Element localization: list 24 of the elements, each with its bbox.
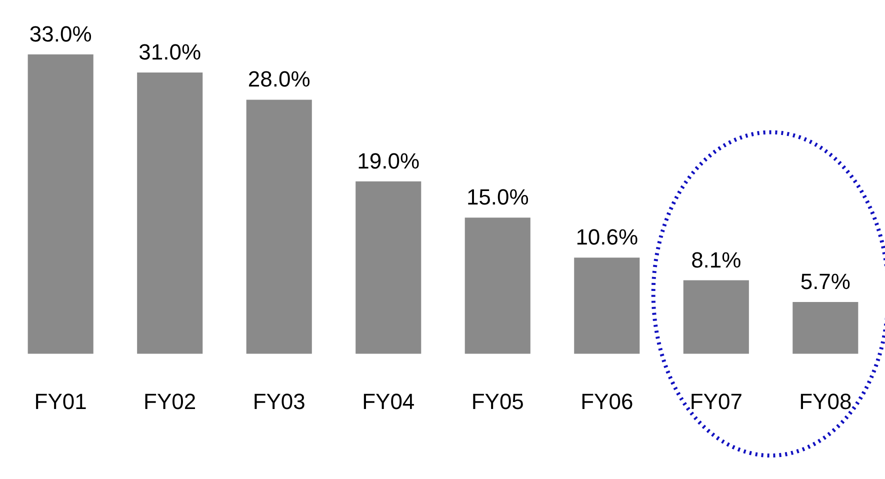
x-tick-label: FY01 bbox=[34, 389, 87, 414]
data-label: 5.7% bbox=[800, 269, 850, 294]
bar bbox=[137, 72, 203, 354]
data-label: 15.0% bbox=[466, 184, 529, 210]
bar bbox=[246, 100, 312, 354]
data-label: 10.6% bbox=[576, 224, 638, 250]
bar bbox=[28, 54, 94, 354]
bar bbox=[356, 181, 422, 354]
x-tick-label: FY07 bbox=[690, 389, 742, 414]
data-label: 31.0% bbox=[138, 40, 202, 65]
data-label: 33.0% bbox=[29, 21, 92, 46]
bar bbox=[574, 258, 640, 354]
bar bbox=[464, 218, 530, 354]
x-tick-label: FY06 bbox=[580, 389, 634, 414]
x-tick-label: FY02 bbox=[144, 389, 196, 414]
data-label: 28.0% bbox=[248, 66, 310, 92]
x-tick-label: FY03 bbox=[252, 389, 306, 414]
x-tick-label: FY04 bbox=[362, 389, 415, 414]
bar bbox=[792, 302, 858, 354]
data-label: 19.0% bbox=[357, 148, 420, 174]
data-label: 8.1% bbox=[691, 247, 742, 272]
x-tick-label: FY08 bbox=[799, 389, 852, 414]
bar bbox=[683, 280, 749, 354]
x-tick-label: FY05 bbox=[471, 389, 524, 414]
